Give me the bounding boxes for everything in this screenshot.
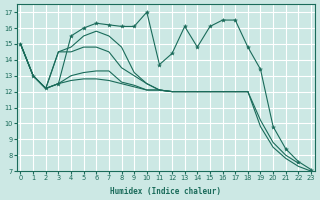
X-axis label: Humidex (Indice chaleur): Humidex (Indice chaleur) <box>110 187 221 196</box>
